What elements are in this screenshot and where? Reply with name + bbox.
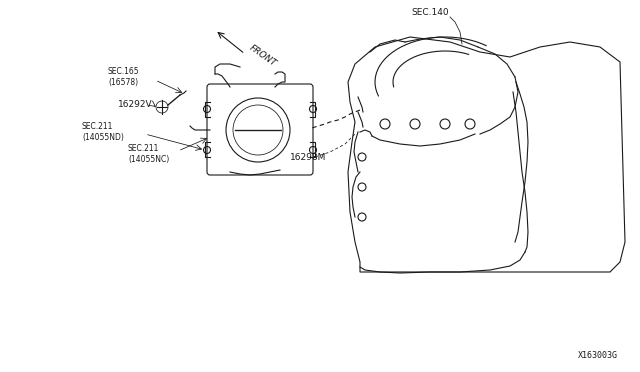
Text: FRONT: FRONT bbox=[248, 44, 278, 68]
Text: 16292V: 16292V bbox=[118, 99, 152, 109]
Text: SEC.140: SEC.140 bbox=[411, 8, 449, 17]
Text: SEC.211
(14055NC): SEC.211 (14055NC) bbox=[128, 144, 169, 164]
Text: SEC.165
(16578): SEC.165 (16578) bbox=[108, 67, 140, 87]
Text: X163003G: X163003G bbox=[578, 351, 618, 360]
Text: 16298M: 16298M bbox=[290, 153, 326, 161]
Text: SEC.211
(14055ND): SEC.211 (14055ND) bbox=[82, 122, 124, 142]
